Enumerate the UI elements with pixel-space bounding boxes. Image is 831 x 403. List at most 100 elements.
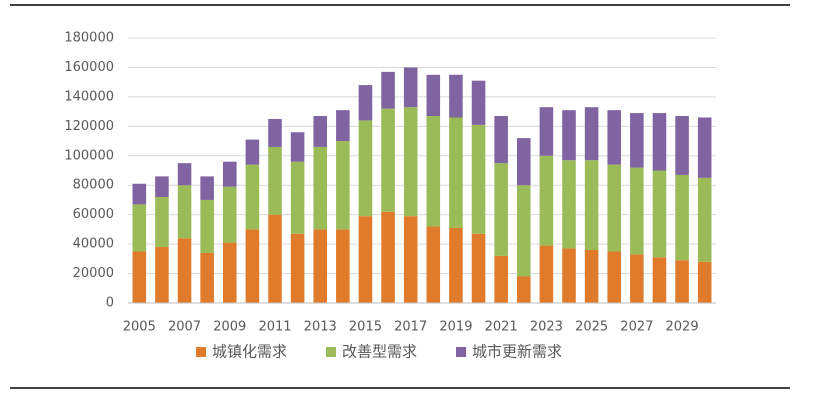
bar-segment	[381, 71, 395, 109]
y-tick-label: 100000	[64, 148, 114, 163]
bar-segment	[403, 216, 418, 303]
bar-segment	[245, 164, 260, 230]
legend-swatch	[326, 347, 336, 357]
bar-segment	[562, 160, 576, 249]
bar-segment	[336, 141, 350, 230]
bar-segment	[652, 113, 667, 171]
bar-segment	[290, 233, 305, 303]
bar-segment	[494, 163, 508, 256]
bar-segment	[584, 160, 599, 250]
x-tick-label: 2023	[530, 320, 563, 335]
bar-segment	[449, 74, 463, 118]
bar-segment	[132, 204, 147, 252]
bar-segment	[516, 138, 531, 186]
bar-segment	[381, 211, 395, 303]
bar-segment	[584, 250, 599, 303]
y-tick-label: 0	[106, 296, 114, 311]
y-tick-label: 80000	[73, 178, 114, 193]
bar-segment	[471, 80, 486, 125]
bar-segment	[675, 174, 689, 261]
bar-segment	[290, 161, 305, 234]
bar-segment	[630, 254, 644, 303]
bar-segment	[313, 146, 328, 230]
bar-segment	[222, 161, 237, 187]
bar-segment	[607, 164, 622, 252]
legend-swatch	[196, 347, 206, 357]
x-tick-label: 2029	[666, 320, 699, 335]
bar-segment	[155, 197, 169, 248]
bar-segment	[132, 251, 147, 303]
bar-segment	[426, 226, 441, 303]
bar-segment	[358, 120, 373, 217]
bar-segment	[494, 255, 508, 303]
y-tick-label: 160000	[64, 60, 114, 75]
bar-segment	[630, 167, 644, 255]
x-tick-label: 2007	[168, 320, 201, 335]
bar-segment	[336, 229, 350, 303]
bar-segment	[177, 185, 192, 239]
x-tick-label: 2021	[485, 320, 518, 335]
legend-label: 改善型需求	[342, 343, 417, 361]
bar-segment	[675, 260, 689, 303]
x-tick-label: 2017	[394, 320, 427, 335]
bar-segment	[697, 117, 712, 178]
bar-segment	[697, 177, 712, 262]
bar-segment	[336, 110, 350, 142]
bar-segment	[313, 229, 328, 303]
bar-segment	[268, 118, 282, 147]
bar-segment	[177, 163, 192, 186]
bar-segment	[652, 257, 667, 303]
bar-segment	[177, 238, 192, 303]
bar-segment	[155, 247, 169, 303]
bar-segment	[155, 176, 169, 197]
y-tick-label: 120000	[64, 119, 114, 134]
bar-segment	[200, 252, 214, 303]
bar-segment	[268, 214, 282, 303]
y-tick-label: 20000	[73, 266, 114, 281]
x-tick-label: 2013	[304, 320, 337, 335]
bar-segment	[290, 132, 305, 162]
bar-segment	[132, 183, 147, 205]
bar-segment	[539, 155, 554, 246]
x-tick-label: 2005	[123, 320, 156, 335]
legend-swatch	[456, 347, 466, 357]
bar-segment	[652, 170, 667, 258]
bar-segment	[449, 227, 463, 303]
bar-segment	[607, 110, 622, 165]
bar-segment	[539, 245, 554, 303]
legend-label: 城镇化需求	[212, 343, 287, 361]
bar-segment	[607, 251, 622, 303]
bar-segment	[426, 74, 441, 117]
x-tick-label: 2027	[620, 320, 653, 335]
bar-segment	[222, 186, 237, 243]
bar-segment	[630, 113, 644, 168]
bar-segment	[403, 107, 418, 217]
bar-segment	[403, 67, 418, 108]
bar-segment	[471, 233, 486, 303]
bar-segment	[358, 85, 373, 121]
bar-segment	[426, 116, 441, 227]
bar-segment	[516, 185, 531, 277]
bar-segment	[584, 107, 599, 161]
bar-segment	[245, 139, 260, 165]
bar-segment	[562, 248, 576, 303]
y-tick-label: 180000	[64, 31, 114, 46]
bar-segment	[471, 124, 486, 234]
y-tick-label: 140000	[64, 89, 114, 104]
bar-segment	[675, 116, 689, 175]
bar-segment	[539, 107, 554, 156]
bar-segment	[200, 199, 214, 253]
bar-segment	[358, 216, 373, 303]
bar-segment	[697, 261, 712, 303]
x-tick-label: 2019	[439, 320, 472, 335]
x-tick-label: 2025	[575, 320, 608, 335]
x-tick-label: 2009	[213, 320, 246, 335]
bar-segment	[200, 176, 214, 200]
bar-segment	[516, 276, 531, 303]
legend-label: 城市更新需求	[472, 343, 562, 361]
bar-segment	[494, 116, 508, 164]
bar-segment	[245, 229, 260, 303]
bar-segment	[449, 117, 463, 228]
bar-segment	[222, 242, 237, 303]
